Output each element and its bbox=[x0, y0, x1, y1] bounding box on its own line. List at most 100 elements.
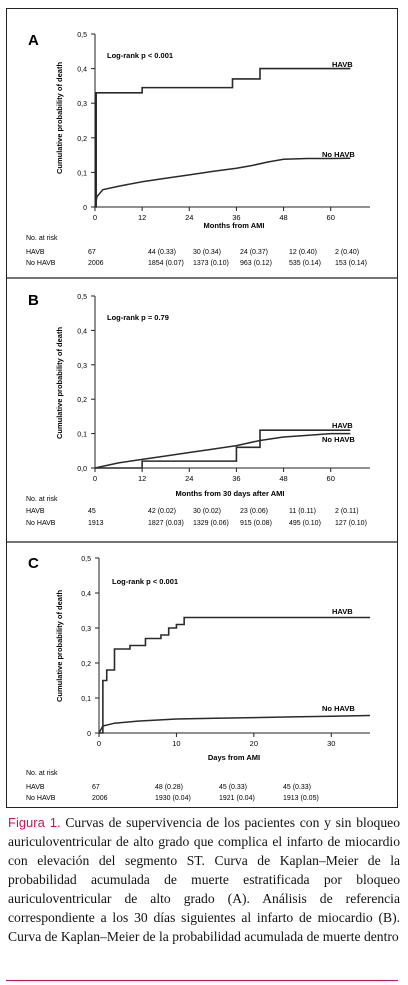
risk-cell: 2006 bbox=[92, 795, 108, 802]
risk-cell: 45 (0.33) bbox=[219, 784, 247, 791]
risk-cell: 1913 bbox=[88, 520, 104, 527]
risk-cell: 495 (0.10) bbox=[289, 520, 321, 527]
risk-cell: 48 (0.28) bbox=[155, 784, 183, 791]
y-axis-title: Cumulative probability of death bbox=[55, 327, 64, 440]
y-tick-label: 0 bbox=[87, 731, 91, 738]
x-tick-label: 48 bbox=[279, 213, 287, 222]
x-tick-label: 0 bbox=[97, 739, 101, 748]
caption-divider bbox=[6, 980, 398, 981]
x-tick-label: 36 bbox=[232, 213, 240, 222]
y-tick-label: 0,1 bbox=[77, 432, 87, 439]
risk-cell: 1329 (0.06) bbox=[193, 520, 229, 527]
risk-cell: 915 (0.08) bbox=[240, 520, 272, 527]
series-line-no-havb bbox=[94, 157, 351, 208]
y-tick-label: 0,5 bbox=[77, 294, 87, 301]
x-tick-label: 48 bbox=[279, 474, 287, 483]
risk-cell: 1921 (0.04) bbox=[219, 795, 255, 802]
risk-table-header: No. at risk bbox=[26, 235, 58, 242]
risk-row-label: HAVB bbox=[26, 784, 45, 791]
logrank-annotation: Log-rank p < 0.001 bbox=[107, 51, 173, 60]
y-tick-label: 0 bbox=[83, 205, 87, 212]
risk-row-label: No HAVB bbox=[26, 795, 56, 802]
risk-cell: 2006 bbox=[88, 260, 104, 267]
caption-label: Figura 1. bbox=[8, 815, 61, 830]
series-label: HAVB bbox=[332, 607, 353, 616]
risk-cell: 1373 (0.10) bbox=[193, 260, 229, 267]
x-tick-label: 12 bbox=[138, 213, 146, 222]
y-tick-label: 0,3 bbox=[77, 363, 87, 370]
risk-row-label: HAVB bbox=[26, 249, 45, 256]
risk-cell: 30 (0.34) bbox=[193, 249, 221, 256]
risk-cell: 1827 (0.03) bbox=[148, 520, 184, 527]
risk-cell: 1930 (0.04) bbox=[155, 795, 191, 802]
risk-cell: 12 (0.40) bbox=[289, 249, 317, 256]
risk-cell: 67 bbox=[88, 249, 96, 256]
series-label: No HAVB bbox=[322, 704, 355, 713]
series-label: No HAVB bbox=[322, 435, 355, 444]
risk-cell: 963 (0.12) bbox=[240, 260, 272, 267]
logrank-annotation: Log-rank p < 0.001 bbox=[112, 577, 178, 586]
x-axis-title: Months from AMI bbox=[204, 221, 265, 230]
risk-row-label: No HAVB bbox=[26, 260, 56, 267]
y-tick-label: 0,4 bbox=[77, 328, 87, 335]
x-tick-label: 10 bbox=[172, 739, 180, 748]
panel-label: B bbox=[28, 292, 39, 309]
risk-cell: 1854 (0.07) bbox=[148, 260, 184, 267]
risk-cell: 42 (0.02) bbox=[148, 508, 176, 515]
series-line-no-havb bbox=[94, 432, 351, 469]
series-line-havb bbox=[99, 616, 370, 734]
y-tick-label: 0,5 bbox=[77, 32, 87, 39]
risk-row-label: No HAVB bbox=[26, 520, 56, 527]
x-axis-title: Months from 30 days after AMI bbox=[176, 489, 285, 498]
x-tick-label: 36 bbox=[232, 474, 240, 483]
y-axis-title: Cumulative probability of death bbox=[55, 62, 64, 175]
series-label: HAVB bbox=[332, 421, 353, 430]
series-label: No HAVB bbox=[322, 150, 355, 159]
risk-cell: 153 (0.14) bbox=[335, 260, 367, 267]
risk-cell: 30 (0.02) bbox=[193, 508, 221, 515]
x-tick-label: 12 bbox=[138, 474, 146, 483]
series-line-havb bbox=[95, 429, 351, 469]
panel-label: A bbox=[28, 32, 39, 49]
x-tick-label: 60 bbox=[327, 474, 335, 483]
risk-cell: 67 bbox=[92, 784, 100, 791]
panel-label: C bbox=[28, 555, 39, 572]
x-axis-title: Days from AMI bbox=[208, 753, 260, 762]
risk-cell: 535 (0.14) bbox=[289, 260, 321, 267]
risk-cell: 23 (0.06) bbox=[240, 508, 268, 515]
y-tick-label: 0,2 bbox=[77, 136, 87, 143]
x-tick-label: 20 bbox=[250, 739, 258, 748]
y-tick-label: 0,4 bbox=[81, 591, 91, 598]
risk-cell: 2 (0.40) bbox=[335, 249, 359, 256]
y-tick-label: 0,3 bbox=[81, 626, 91, 633]
x-tick-label: 0 bbox=[93, 213, 97, 222]
x-tick-label: 24 bbox=[185, 213, 193, 222]
x-tick-label: 0 bbox=[93, 474, 97, 483]
series-label: HAVB bbox=[332, 60, 353, 69]
risk-table-header: No. at risk bbox=[26, 770, 58, 777]
x-tick-label: 30 bbox=[327, 739, 335, 748]
logrank-annotation: Log-rank p = 0.79 bbox=[107, 313, 169, 322]
risk-cell: 45 (0.33) bbox=[283, 784, 311, 791]
series-line-havb bbox=[95, 67, 351, 208]
risk-cell: 44 (0.33) bbox=[148, 249, 176, 256]
risk-table-header: No. at risk bbox=[26, 496, 58, 503]
x-tick-label: 60 bbox=[327, 213, 335, 222]
caption-text: Curvas de supervivencia de los pacientes… bbox=[8, 815, 400, 944]
risk-cell: 1913 (0.05) bbox=[283, 795, 319, 802]
y-axis-title: Cumulative probability of death bbox=[55, 590, 64, 703]
y-tick-label: 0,2 bbox=[77, 397, 87, 404]
risk-cell: 45 bbox=[88, 508, 96, 515]
y-tick-label: 0,1 bbox=[81, 696, 91, 703]
risk-cell: 24 (0.37) bbox=[240, 249, 268, 256]
y-tick-label: 0,3 bbox=[77, 101, 87, 108]
y-tick-label: 0,4 bbox=[77, 67, 87, 74]
risk-cell: 11 (0.11) bbox=[289, 508, 316, 515]
x-tick-label: 24 bbox=[185, 474, 193, 483]
figure-caption: Figura 1. Curvas de supervivencia de los… bbox=[8, 813, 400, 946]
y-tick-label: 0,0 bbox=[77, 466, 87, 473]
y-tick-label: 0,2 bbox=[81, 661, 91, 668]
risk-row-label: HAVB bbox=[26, 508, 45, 515]
y-tick-label: 0,5 bbox=[81, 556, 91, 563]
figure-frame bbox=[6, 8, 398, 808]
